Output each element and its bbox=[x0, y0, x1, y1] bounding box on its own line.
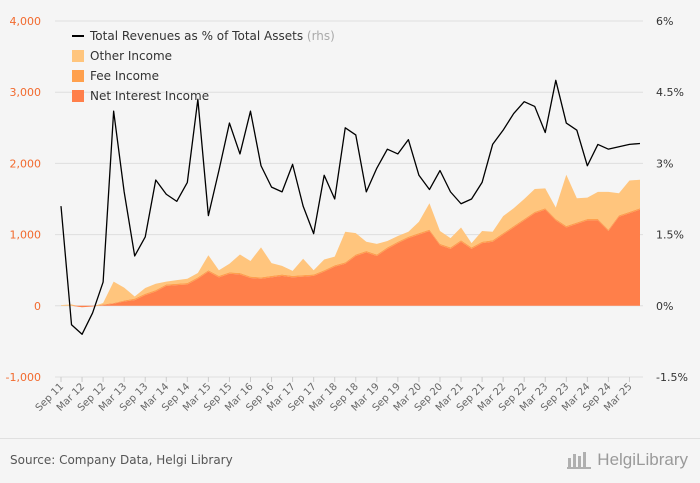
legend-rhs-note: (rhs) bbox=[303, 29, 335, 43]
legend-swatch bbox=[72, 50, 84, 62]
legend-label: Total Revenues as % of Total Assets (rhs… bbox=[89, 29, 335, 43]
y2-tick-label: 4.5% bbox=[656, 86, 684, 99]
y-tick-label: -1,000 bbox=[6, 371, 41, 384]
footer: Source: Company Data, Helgi Library Helg… bbox=[0, 438, 700, 483]
y2-tick-label: 3% bbox=[656, 157, 673, 170]
legend-label: Fee Income bbox=[90, 69, 159, 83]
library-icon bbox=[567, 452, 592, 469]
y-tick-label: 1,000 bbox=[10, 229, 42, 242]
area-series bbox=[61, 174, 640, 308]
y2-tick-label: 6% bbox=[656, 15, 673, 28]
y-tick-label: 0 bbox=[34, 300, 41, 313]
legend-swatch bbox=[72, 90, 84, 102]
brand-name: HelgiLibrary bbox=[597, 450, 688, 469]
legend-label: Net Interest Income bbox=[90, 89, 209, 103]
y2-tick-label: 0% bbox=[656, 300, 673, 313]
y-tick-label: 4,000 bbox=[10, 15, 42, 28]
chart: -1,000 0 1,000 2,000 3,000 4,000 -1.5% 0% 1.5% 3… bbox=[6, 15, 688, 414]
legend-label: Other Income bbox=[90, 49, 172, 63]
brand-logo[interactable]: HelgiLibrary bbox=[567, 450, 688, 470]
line-total-revenues-pct-assets bbox=[60, 79, 641, 335]
y2-tick-label: -1.5% bbox=[656, 371, 688, 384]
y-tick-label: 2,000 bbox=[10, 157, 42, 170]
line-series bbox=[60, 79, 641, 335]
legend: Total Revenues as % of Total Assets (rhs… bbox=[72, 29, 335, 103]
area-other-income bbox=[61, 174, 640, 308]
y2-tick-label: 1.5% bbox=[656, 229, 684, 242]
y-tick-label: 3,000 bbox=[10, 86, 42, 99]
right-axis: -1.5% 0% 1.5% 3% 4.5% 6% bbox=[656, 15, 688, 384]
area-net-interest-income bbox=[61, 209, 640, 308]
left-axis: -1,000 0 1,000 2,000 3,000 4,000 bbox=[6, 15, 41, 384]
source-note: Source: Company Data, Helgi Library bbox=[10, 453, 233, 467]
legend-swatch bbox=[72, 70, 84, 82]
